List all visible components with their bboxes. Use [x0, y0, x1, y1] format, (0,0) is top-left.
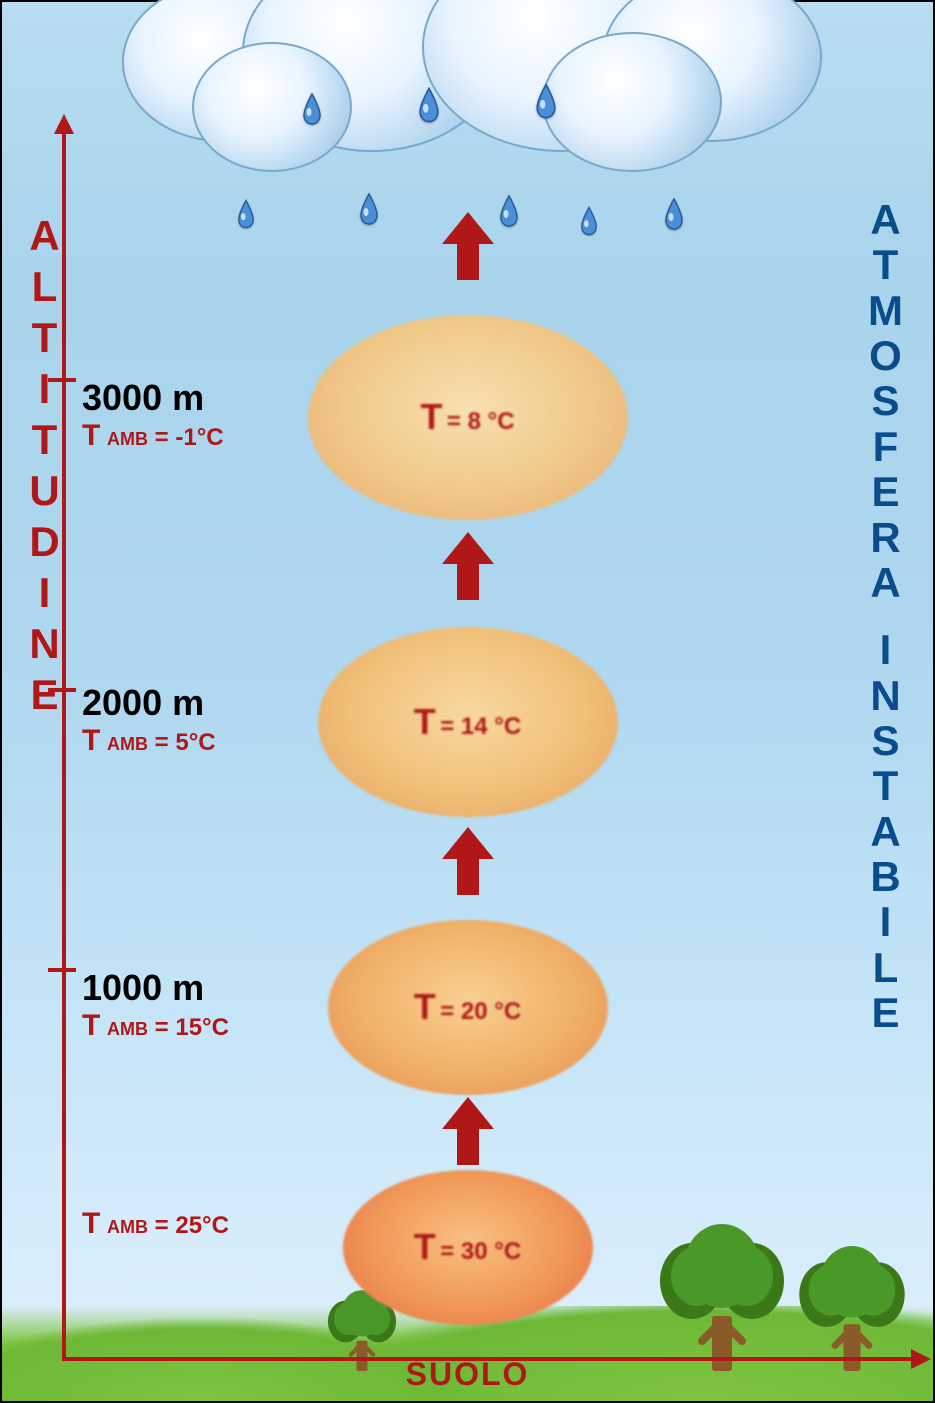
raindrop-icon	[533, 82, 559, 119]
tree-icon	[652, 1221, 792, 1371]
altitude-level-0: 3000 m T AMB = -1°C	[82, 377, 302, 453]
parcel-temp: T = 14 °C	[414, 701, 521, 743]
rain-cloud	[122, 0, 813, 182]
raindrop-icon	[578, 206, 600, 237]
air-parcel-0: T = 8 °C	[308, 315, 628, 520]
tick-1000	[48, 968, 76, 972]
altitude-level-1: 2000 m T AMB = 5°C	[82, 682, 302, 758]
parcel-temp: T = 30 °C	[414, 1226, 521, 1268]
altitude-level-2: 1000 m T AMB = 15°C	[82, 967, 302, 1043]
altitude-value: 2000 m	[82, 682, 302, 724]
air-parcel-2: T = 20 °C	[328, 920, 608, 1095]
altitude-value: 1000 m	[82, 967, 302, 1009]
raindrop-icon	[662, 197, 686, 231]
raindrop-icon	[497, 194, 521, 228]
raindrop-icon	[300, 92, 324, 126]
raindrop-icon	[357, 192, 381, 226]
altitude-level-3: T AMB = 25°C	[82, 1207, 302, 1241]
ground-axis-label: SUOLO	[406, 1356, 530, 1393]
parcel-temp: T = 20 °C	[414, 986, 521, 1028]
ambient-temp: T AMB = 5°C	[82, 724, 302, 758]
air-parcel-1: T = 14 °C	[318, 627, 618, 817]
ambient-temp: T AMB = 25°C	[82, 1207, 302, 1241]
air-parcel-3: T = 30 °C	[343, 1170, 593, 1325]
raindrop-icon	[235, 199, 257, 230]
tree-icon	[793, 1244, 912, 1372]
ambient-temp: T AMB = -1°C	[82, 419, 302, 453]
parcel-temp: T = 8 °C	[420, 396, 514, 438]
ambient-temp: T AMB = 15°C	[82, 1009, 302, 1043]
atmosphere-state-label: ATMOSFERA INSTABILE	[868, 197, 905, 1035]
raindrop-icon	[416, 86, 442, 123]
altitude-axis-label: ALTITUDINE	[20, 212, 68, 722]
altitude-value: 3000 m	[82, 377, 302, 419]
